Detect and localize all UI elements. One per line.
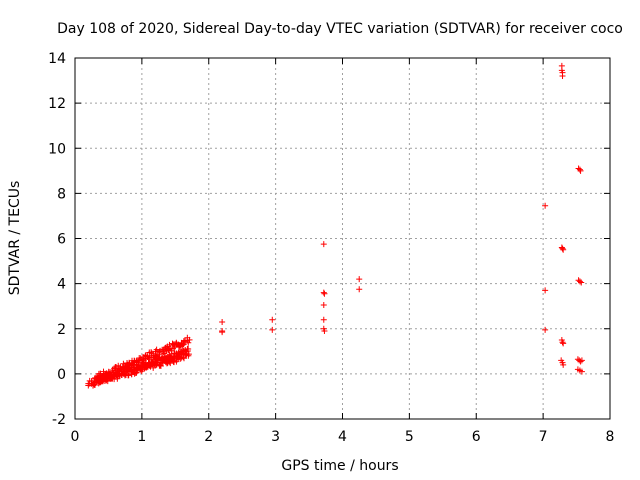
data-point xyxy=(576,166,583,173)
data-point xyxy=(219,329,226,336)
chart-title: Day 108 of 2020, Sidereal Day-to-day VTE… xyxy=(57,21,623,37)
x-tick-label: 3 xyxy=(271,429,280,445)
data-point xyxy=(560,340,567,347)
data-point xyxy=(578,357,585,364)
data-point xyxy=(179,342,186,349)
data-point xyxy=(542,326,549,333)
x-tick-label: 6 xyxy=(472,429,481,445)
y-tick-label: 12 xyxy=(48,96,66,112)
data-point xyxy=(559,339,566,346)
data-point xyxy=(576,278,583,285)
data-point xyxy=(578,368,585,375)
data-point xyxy=(120,370,127,377)
data-point xyxy=(153,360,160,367)
data-point xyxy=(577,358,584,365)
data-point xyxy=(157,362,164,369)
data-point xyxy=(542,202,549,209)
data-point xyxy=(91,379,98,386)
data-point xyxy=(140,360,147,367)
data-point xyxy=(542,287,549,294)
grid xyxy=(75,58,610,419)
data-point xyxy=(320,302,327,309)
data-point xyxy=(321,328,328,335)
data-point xyxy=(185,346,192,353)
data-marks xyxy=(85,62,585,389)
x-tick-label: 2 xyxy=(204,429,213,445)
data-point xyxy=(559,73,566,80)
data-point xyxy=(219,318,226,325)
y-tick-label: 10 xyxy=(48,141,66,157)
y-tick-label: 4 xyxy=(57,277,66,293)
data-point xyxy=(269,326,276,333)
data-point xyxy=(578,279,585,286)
data-point xyxy=(97,373,104,380)
data-point xyxy=(183,351,190,358)
data-point xyxy=(320,316,327,323)
y-tick-label: 2 xyxy=(57,322,66,338)
x-tick-label: 4 xyxy=(338,429,347,445)
y-tick-label: 14 xyxy=(48,51,66,67)
data-point xyxy=(321,290,328,297)
data-point xyxy=(356,286,363,293)
data-point xyxy=(559,245,566,252)
y-tick-label: -2 xyxy=(52,412,66,428)
data-point xyxy=(577,167,584,174)
data-point xyxy=(356,276,363,283)
y-axis-label: SDTVAR / TECUs xyxy=(7,181,23,296)
x-tick-label: 8 xyxy=(606,429,615,445)
x-tick-label: 0 xyxy=(71,429,80,445)
x-tick-label: 7 xyxy=(539,429,548,445)
data-point xyxy=(185,339,192,346)
y-tick-label: 6 xyxy=(57,232,66,248)
y-tick-label: 8 xyxy=(57,186,66,202)
x-tick-label: 5 xyxy=(405,429,414,445)
y-tick-label: 0 xyxy=(57,367,66,383)
data-point xyxy=(148,349,155,356)
data-point xyxy=(320,241,327,248)
data-point xyxy=(115,370,122,377)
data-point xyxy=(560,246,567,253)
data-point xyxy=(186,336,193,343)
data-point xyxy=(167,360,174,367)
x-tick-label: 1 xyxy=(137,429,146,445)
x-axis-label: GPS time / hours xyxy=(281,458,398,474)
data-point xyxy=(320,289,327,296)
data-point xyxy=(269,316,276,323)
data-point xyxy=(560,361,567,368)
